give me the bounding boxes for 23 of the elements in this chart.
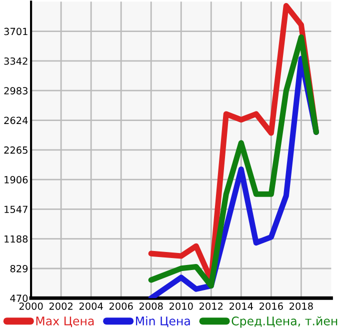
y-tick-label: 2983: [4, 87, 28, 94]
y-tick-label: 1906: [4, 176, 28, 184]
y-tick-label: 1188: [4, 235, 28, 243]
y-tick-label: 3701: [4, 28, 28, 36]
x-tick-label: 2008: [139, 302, 163, 310]
legend-label: Сред.Цена, т.йен: [232, 316, 338, 328]
x-tick-label: 2012: [199, 302, 223, 310]
y-tick-label: 1547: [4, 206, 28, 214]
x-tick-label: 2014: [229, 302, 253, 310]
legend-label: Max Цена: [36, 316, 94, 328]
x-tick-label: 2002: [49, 302, 72, 310]
y-tick-label: 2265: [4, 146, 28, 154]
y-tick-label: 470: [10, 294, 28, 302]
x-tick-label: 2000: [19, 302, 43, 310]
legend-label: Min Цена: [136, 316, 190, 328]
y-tick-label: 2624: [4, 116, 28, 124]
y-tick-label: 829: [10, 264, 28, 272]
x-tick-label: 2006: [109, 302, 133, 310]
x-tick-label: 2016: [260, 302, 283, 310]
y-tick-label: 3342: [4, 57, 28, 65]
x-tick-label: 2004: [79, 302, 103, 310]
x-tick-label: 2010: [169, 302, 193, 310]
x-tick-label: 2018: [290, 302, 313, 310]
